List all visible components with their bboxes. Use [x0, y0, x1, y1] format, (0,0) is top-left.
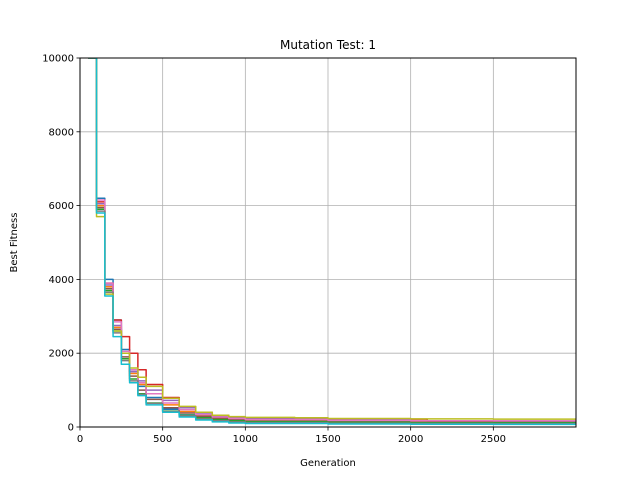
- series-line-10: [88, 58, 576, 426]
- y-tick-label: 4000: [49, 275, 74, 286]
- series-group: [88, 58, 576, 426]
- x-tick-label: 2000: [398, 434, 423, 445]
- y-axis-label: Best Fitness: [9, 213, 20, 273]
- grid-lines: [79, 57, 576, 428]
- axis-ticks: 0 500 1000 1500 2000 2500 0 2000 4000 6000 8000 100…: [42, 54, 506, 446]
- x-tick-label: 2500: [481, 434, 506, 445]
- x-tick-label: 500: [153, 434, 172, 445]
- y-tick-label: 2000: [49, 349, 74, 360]
- chart-title: Mutation Test: 1: [280, 38, 376, 52]
- x-axis-label: Generation: [300, 458, 356, 469]
- y-tick-label: 10000: [42, 54, 74, 65]
- x-tick-label: 1000: [233, 434, 258, 445]
- y-tick-label: 6000: [49, 201, 74, 212]
- y-tick-label: 8000: [49, 127, 74, 138]
- x-tick-label: 0: [77, 434, 83, 445]
- x-tick-label: 1500: [315, 434, 340, 445]
- y-tick-label: 0: [68, 423, 74, 434]
